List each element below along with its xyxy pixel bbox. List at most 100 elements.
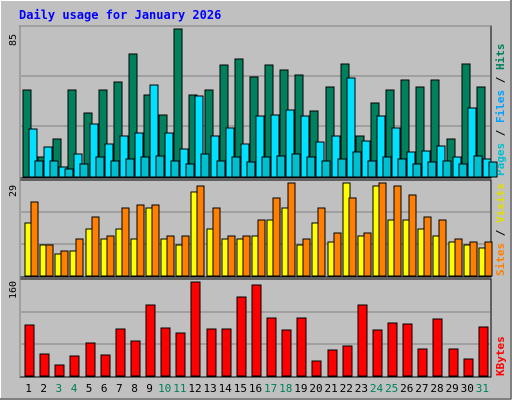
- bar-pages-day-1: [34, 160, 44, 178]
- x-label-day-12: 12: [188, 382, 201, 395]
- bar-files-day-1: [28, 128, 38, 178]
- bar-kbytes-day-25: [387, 322, 398, 377]
- bar-pages-day-16: [261, 156, 271, 178]
- bar-pages-day-20: [321, 160, 331, 178]
- bar-files-day-13: [210, 135, 220, 178]
- bar-visits-day-9: [151, 204, 160, 277]
- bar-visits-day-15: [242, 235, 251, 277]
- x-label-day-26: 26: [400, 382, 413, 395]
- bar-visits-day-21: [333, 232, 342, 277]
- bar-pages-day-21: [337, 158, 347, 178]
- bar-kbytes-day-12: [190, 281, 201, 377]
- x-label-day-23: 23: [355, 382, 368, 395]
- bar-pages-day-14: [231, 156, 241, 178]
- x-label-day-15: 15: [234, 382, 247, 395]
- x-label-day-24: 24: [370, 382, 384, 395]
- x-label-day-30: 30: [461, 382, 474, 395]
- bar-pages-day-26: [412, 163, 422, 178]
- bar-visits-day-17: [272, 197, 281, 277]
- bar-kbytes-day-5: [85, 342, 96, 377]
- bar-visits-day-25: [393, 185, 402, 277]
- bar-visits-day-29: [454, 238, 463, 277]
- bar-files-day-20: [315, 141, 325, 178]
- bar-visits-day-3: [60, 250, 69, 277]
- bar-kbytes-day-18: [281, 329, 292, 377]
- bar-pages-day-10: [170, 160, 180, 178]
- bar-pages-day-6: [110, 160, 120, 178]
- x-label-day-22: 22: [340, 382, 353, 395]
- bar-visits-day-23: [363, 232, 372, 277]
- bar-kbytes-day-30: [463, 358, 474, 377]
- bar-kbytes-day-8: [130, 340, 141, 377]
- bar-kbytes-day-13: [206, 328, 217, 377]
- x-label-day-8: 8: [131, 382, 138, 395]
- bar-visits-day-8: [136, 204, 145, 277]
- x-label-day-19: 19: [294, 382, 307, 395]
- bar-kbytes-day-10: [160, 327, 171, 377]
- x-label-day-5: 5: [86, 382, 93, 395]
- bar-kbytes-day-16: [251, 284, 262, 377]
- bar-visits-day-22: [348, 197, 357, 277]
- bar-pages-day-12: [200, 153, 210, 178]
- bar-kbytes-day-9: [145, 304, 156, 377]
- x-label-day-27: 27: [415, 382, 428, 395]
- bar-files-day-30: [467, 107, 477, 178]
- bar-visits-day-2: [45, 244, 54, 277]
- legend-kbytes: KBytes: [494, 336, 507, 376]
- x-label-day-28: 28: [430, 382, 443, 395]
- bar-visits-day-31: [484, 241, 493, 277]
- bar-pages-day-24: [382, 156, 392, 178]
- x-label-day-2: 2: [40, 382, 47, 395]
- bar-pages-day-5: [95, 156, 105, 178]
- kbytes-max-label: 160: [8, 281, 19, 299]
- bar-pages-day-4: [79, 163, 89, 178]
- bar-visits-day-12: [196, 185, 205, 277]
- x-label-day-17: 17: [264, 382, 277, 395]
- bar-files-day-15: [240, 143, 250, 178]
- bar-pages-day-29: [458, 163, 468, 178]
- bar-files-day-5: [89, 123, 99, 178]
- x-label-day-14: 14: [219, 382, 233, 395]
- bar-pages-day-7: [125, 158, 135, 178]
- bar-pages-day-23: [367, 160, 377, 178]
- bar-kbytes-day-21: [327, 349, 338, 377]
- x-label-day-7: 7: [116, 382, 123, 395]
- visits-max-label: 29: [8, 185, 19, 197]
- bar-files-day-12: [194, 95, 204, 178]
- bar-kbytes-day-4: [69, 355, 80, 377]
- legend-hits: Hits: [494, 44, 507, 71]
- legend-files: Files: [494, 90, 507, 123]
- bar-kbytes-day-31: [478, 326, 489, 377]
- bar-files-day-21: [331, 135, 341, 178]
- bar-pages-day-2: [49, 160, 59, 178]
- bar-pages-day-31: [488, 161, 498, 178]
- bar-pages-day-9: [155, 155, 165, 178]
- bar-kbytes-day-19: [296, 317, 307, 377]
- bar-files-day-23: [361, 140, 371, 178]
- x-label-day-31: 31: [476, 382, 489, 395]
- bar-pages-day-30: [473, 155, 483, 178]
- bar-visits-day-28: [438, 219, 447, 277]
- bar-kbytes-day-2: [39, 353, 50, 377]
- bar-visits-day-18: [287, 182, 296, 277]
- x-label-day-13: 13: [203, 382, 216, 395]
- bar-pages-day-28: [442, 160, 452, 178]
- bar-visits-day-26: [408, 194, 417, 277]
- bar-kbytes-day-3: [54, 364, 65, 377]
- chart-title: Daily usage for January 2026: [19, 8, 221, 22]
- x-label-day-18: 18: [279, 382, 292, 395]
- bar-files-day-25: [391, 127, 401, 178]
- bar-kbytes-day-6: [100, 354, 111, 377]
- bar-visits-day-4: [75, 238, 84, 277]
- bar-visits-day-7: [121, 207, 130, 277]
- bar-kbytes-day-1: [24, 324, 35, 377]
- x-label-day-3: 3: [55, 382, 62, 395]
- bar-visits-day-6: [106, 235, 115, 277]
- bar-kbytes-day-11: [175, 332, 186, 377]
- bar-files-day-8: [134, 132, 144, 178]
- bar-kbytes-day-24: [372, 329, 383, 377]
- legend-sites: Sites: [494, 243, 507, 276]
- bar-kbytes-day-22: [342, 345, 353, 377]
- x-label-day-1: 1: [25, 382, 32, 395]
